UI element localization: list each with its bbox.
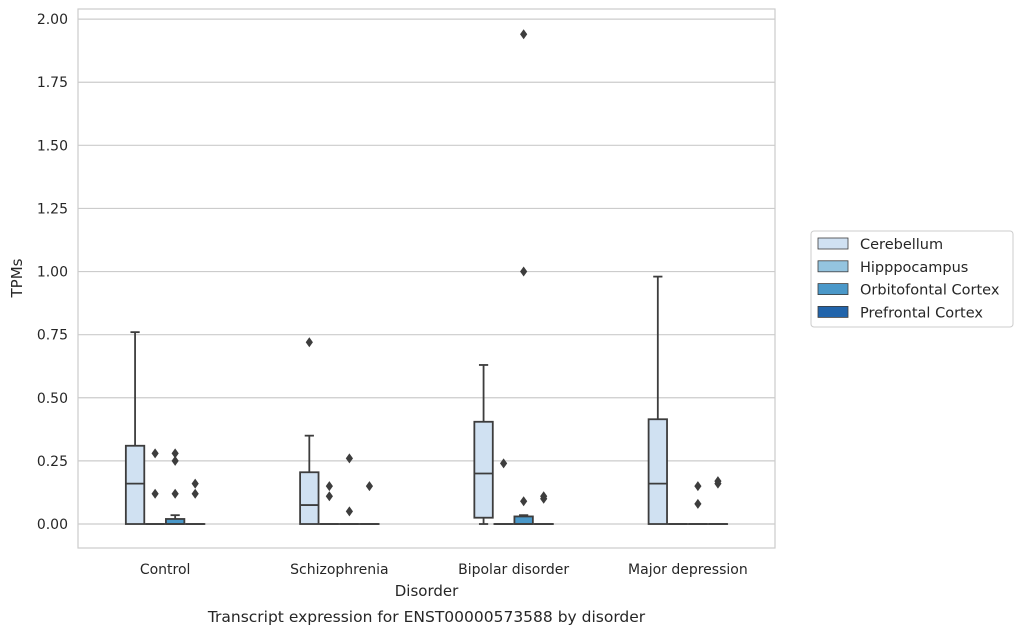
box-1-0 <box>144 448 166 525</box>
x-tick-label-1: Schizophrenia <box>290 562 388 578</box>
y-tick-label-0: 0.00 <box>37 517 68 533</box>
box-body <box>513 515 534 525</box>
y-axis-label: TPMs <box>8 258 26 298</box>
y-tick-label-5: 1.25 <box>37 201 68 217</box>
y-tick-label-6: 1.50 <box>37 138 68 154</box>
box-0-0 <box>124 331 146 525</box>
outlier-1 <box>191 478 199 489</box>
legend-swatch-1 <box>817 260 849 273</box>
outlier-0 <box>171 488 179 499</box>
y-tick-label-7: 1.75 <box>37 75 68 91</box>
outlier-0 <box>191 488 199 499</box>
box-1-1 <box>319 481 340 525</box>
outlier-1 <box>540 491 548 502</box>
y-tick-label-2: 0.50 <box>37 391 68 407</box>
series-2 <box>165 29 709 525</box>
legend-label-0: Cerebellum <box>860 237 943 253</box>
series-0 <box>124 275 668 525</box>
outlier-1 <box>714 476 722 487</box>
x-axis-label: Disorder <box>395 582 459 600</box>
box-3-0 <box>185 478 206 525</box>
plot-area-frame <box>77 8 776 549</box>
box-body <box>647 418 668 525</box>
box-3-1 <box>359 481 380 525</box>
box-2-3 <box>687 481 709 525</box>
outlier-0 <box>500 458 508 469</box>
y-tick-label-8: 2.00 <box>37 12 68 28</box>
legend-swatch-3 <box>817 305 849 318</box>
y-tick-label-1: 0.25 <box>37 454 68 470</box>
outlier-0 <box>694 498 702 509</box>
box-0-1 <box>299 337 320 525</box>
legend-frame <box>810 230 1014 328</box>
outlier-1 <box>151 448 159 459</box>
gridlines <box>78 18 775 525</box>
y-tick-label-4: 1.00 <box>37 265 68 281</box>
box-2-2 <box>513 29 534 525</box>
box-3-3 <box>707 476 729 525</box>
y-tick-label-3: 0.75 <box>37 328 68 344</box>
legend-swatch-2 <box>817 283 849 296</box>
x-tick-label-0: Control <box>140 562 191 578</box>
legend-swatch-0 <box>817 237 849 250</box>
series-1 <box>144 448 688 525</box>
box-3-2 <box>533 491 554 525</box>
outlier-1 <box>694 481 702 492</box>
outlier-1 <box>171 455 179 466</box>
box-body <box>299 471 320 525</box>
outlier-1 <box>520 266 528 277</box>
legend-label-2: Orbitofontal Cortex <box>860 283 1000 299</box>
chart-caption: Transcript expression for ENST0000057358… <box>207 608 646 626</box>
outlier-0 <box>365 481 374 492</box>
x-tick-label-2: Bipolar disorder <box>458 562 569 578</box>
box-1-2 <box>493 458 514 525</box>
box-body <box>473 420 494 519</box>
legend-label-3: Prefrontal Cortex <box>860 305 983 321</box>
x-axis-ticks: Control Schizophrenia Bipolar disorder Majo… <box>140 562 748 578</box>
x-tick-label-3: Major depression <box>628 562 748 578</box>
box-2-1 <box>339 453 360 525</box>
legend: Cerebellum Hipppocampus Orbitofontal Corte… <box>810 230 1014 328</box>
outlier-2 <box>171 448 179 459</box>
box-0-2 <box>473 364 494 525</box>
legend-items: Cerebellum Hipppocampus Orbitofontal Corte… <box>817 237 1000 321</box>
outlier-0 <box>151 488 159 499</box>
outlier-2 <box>520 29 528 40</box>
outlier-0 <box>345 506 353 517</box>
box-2-0 <box>165 448 186 525</box>
legend-label-1: Hipppocampus <box>860 260 968 276</box>
y-axis-ticks: 0.00 0.25 0.50 0.75 1.00 1.25 1.50 1.75 2.00 <box>37 12 68 533</box>
box-body <box>124 444 146 525</box>
outlier-1 <box>345 453 353 464</box>
outlier-0 <box>325 491 333 502</box>
box-series <box>124 29 729 525</box>
outlier-0 <box>520 496 528 507</box>
series-3 <box>185 476 729 525</box>
outlier-0 <box>305 337 313 348</box>
box-0-3 <box>647 275 668 525</box>
outlier-1 <box>325 481 333 492</box>
